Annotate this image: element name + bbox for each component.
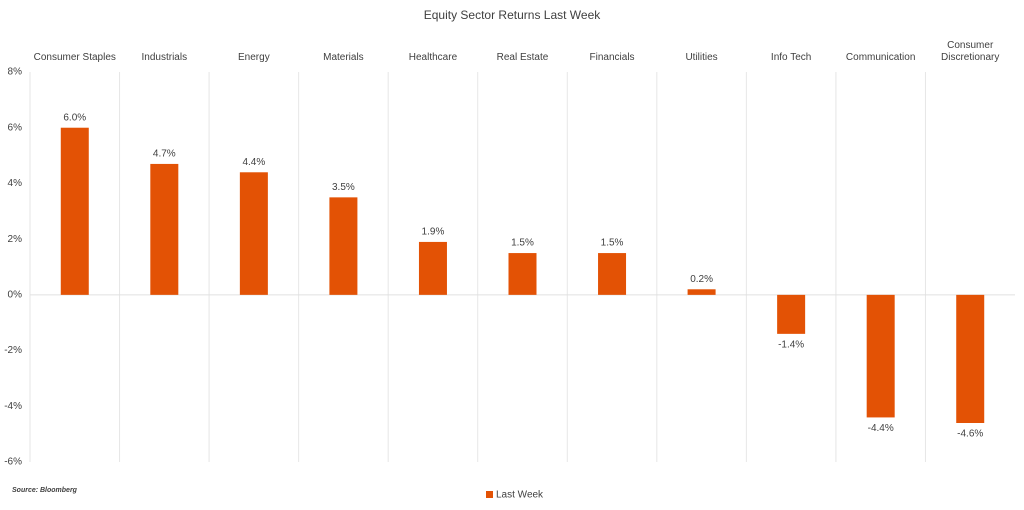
y-tick-label: 0%: [8, 289, 23, 300]
legend-swatch: [486, 491, 493, 498]
bar: [956, 294, 985, 423]
y-tick-label: 4%: [8, 178, 23, 189]
source-note: Source: Bloomberg: [12, 487, 78, 494]
bar: [598, 253, 627, 295]
category-label: Financials: [589, 52, 635, 63]
y-tick-label: -4%: [4, 401, 22, 412]
bar: [239, 172, 268, 295]
value-label: 3.5%: [332, 182, 355, 193]
bar: [777, 294, 806, 334]
value-label: -1.4%: [778, 339, 804, 350]
value-label: 4.4%: [242, 157, 265, 168]
category-label: Energy: [238, 52, 270, 63]
bar: [508, 253, 537, 295]
category-label: Info Tech: [770, 52, 812, 63]
bar: [866, 294, 895, 418]
value-label: 1.5%: [511, 238, 534, 249]
category-label: Utilities: [685, 52, 718, 63]
bar: [687, 289, 716, 295]
category-label: Consumer Staples: [33, 52, 116, 63]
category-label: Industrials: [141, 52, 188, 63]
value-label: 0.2%: [690, 274, 713, 285]
y-tick-label: 2%: [8, 234, 23, 245]
value-label: -4.6%: [957, 429, 983, 440]
bar: [60, 127, 89, 295]
category-label: Healthcare: [408, 52, 458, 63]
value-label: 4.7%: [153, 149, 176, 160]
category-label: Real Estate: [496, 52, 549, 63]
category-label: Communication: [845, 52, 916, 63]
value-label: 1.5%: [601, 238, 624, 249]
bar: [329, 197, 358, 295]
bar: [150, 163, 179, 295]
value-label: -4.4%: [868, 423, 894, 434]
y-tick-label: 8%: [8, 67, 23, 78]
legend-label: Last Week: [496, 490, 544, 501]
y-tick-label: -6%: [4, 457, 22, 468]
category-label: Consumer Discretionary: [941, 40, 1000, 63]
value-label: 6.0%: [63, 112, 86, 123]
chart-title: Equity Sector Returns Last Week: [424, 8, 602, 22]
y-tick-label: -2%: [4, 345, 22, 356]
y-tick-label: 6%: [8, 122, 23, 133]
category-label: Materials: [323, 52, 364, 63]
value-label: 1.9%: [422, 227, 445, 238]
bar: [418, 241, 447, 295]
